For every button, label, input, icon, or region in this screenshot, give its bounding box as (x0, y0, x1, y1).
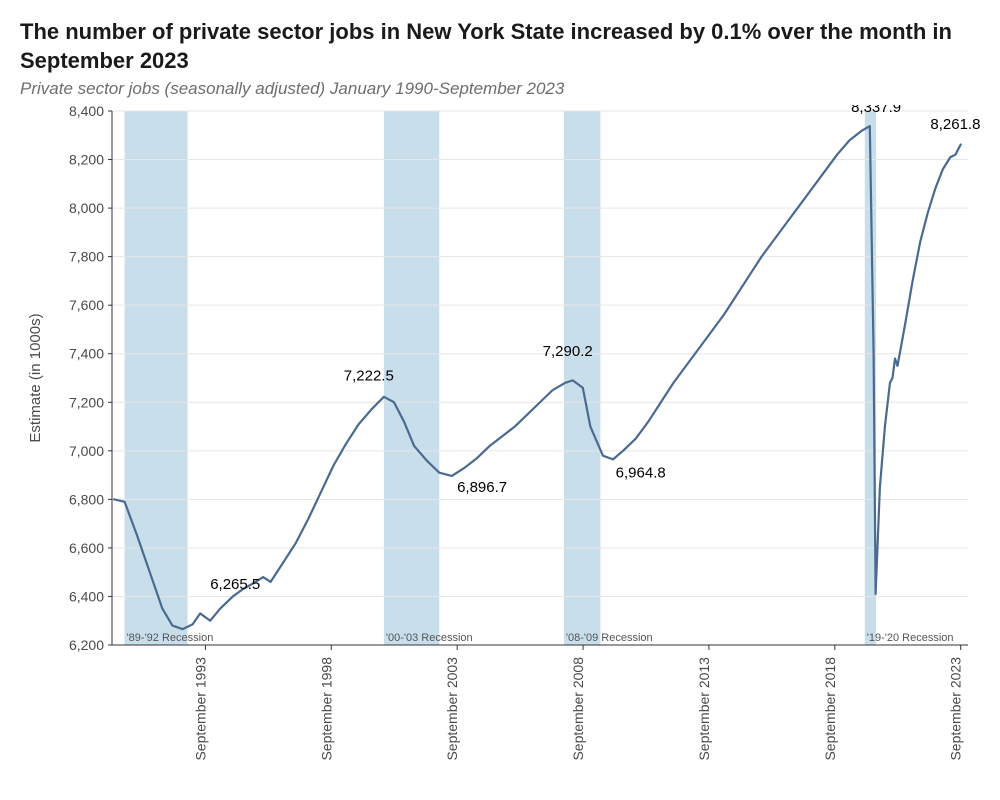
recession-band (564, 111, 601, 645)
x-tick-label: September 2013 (696, 657, 712, 761)
x-tick-label: September 1993 (192, 657, 208, 761)
y-tick-label: 6,800 (69, 492, 104, 508)
chart-title: The number of private sector jobs in New… (20, 18, 980, 75)
data-annotation: 6,265.5 (210, 576, 260, 593)
chart-subtitle: Private sector jobs (seasonally adjusted… (20, 79, 980, 99)
chart-svg: 6,200 6,400 6,600 6,800 7,000 7,200 7,400 7,600… (20, 105, 980, 785)
y-tick-label: 7,200 (69, 394, 104, 410)
y-tick-label: 7,000 (69, 443, 104, 459)
y-tick-label: 6,200 (69, 637, 104, 653)
y-tick-label: 7,800 (69, 249, 104, 265)
x-tick-label: September 2023 (948, 657, 964, 761)
data-annotation: 8,261.8 (930, 116, 980, 133)
y-tick-label: 8,000 (69, 200, 104, 216)
data-line (114, 126, 961, 629)
y-tick-label: 6,400 (69, 589, 104, 605)
data-annotation: 7,222.5 (344, 368, 394, 385)
recession-label: '19-'20 Recession (867, 632, 954, 644)
recession-label: '00-'03 Recession (386, 632, 473, 644)
chart-area: 6,200 6,400 6,600 6,800 7,000 7,200 7,400 7,600… (20, 105, 980, 790)
data-annotation: 7,290.2 (543, 343, 593, 360)
y-axis-title: Estimate (in 1000s) (27, 314, 44, 443)
x-tick-label: September 1998 (318, 657, 334, 761)
x-tick-label: September 2003 (444, 657, 460, 761)
y-tick-label: 7,600 (69, 297, 104, 313)
recession-label: '89-'92 Recession (127, 632, 214, 644)
y-tick-label: 7,400 (69, 346, 104, 362)
x-tick-label: September 2018 (822, 657, 838, 761)
x-tick-label: September 2008 (570, 657, 586, 761)
recession-band (125, 111, 188, 645)
y-tick-label: 8,400 (69, 105, 104, 119)
y-tick-label: 6,600 (69, 540, 104, 556)
data-annotation: 6,964.8 (616, 465, 666, 482)
y-tick-label: 8,200 (69, 152, 104, 168)
recession-label: '08-'09 Recession (566, 632, 653, 644)
data-annotation: 8,337.9 (851, 105, 901, 116)
data-annotation: 6,896.7 (457, 479, 507, 496)
